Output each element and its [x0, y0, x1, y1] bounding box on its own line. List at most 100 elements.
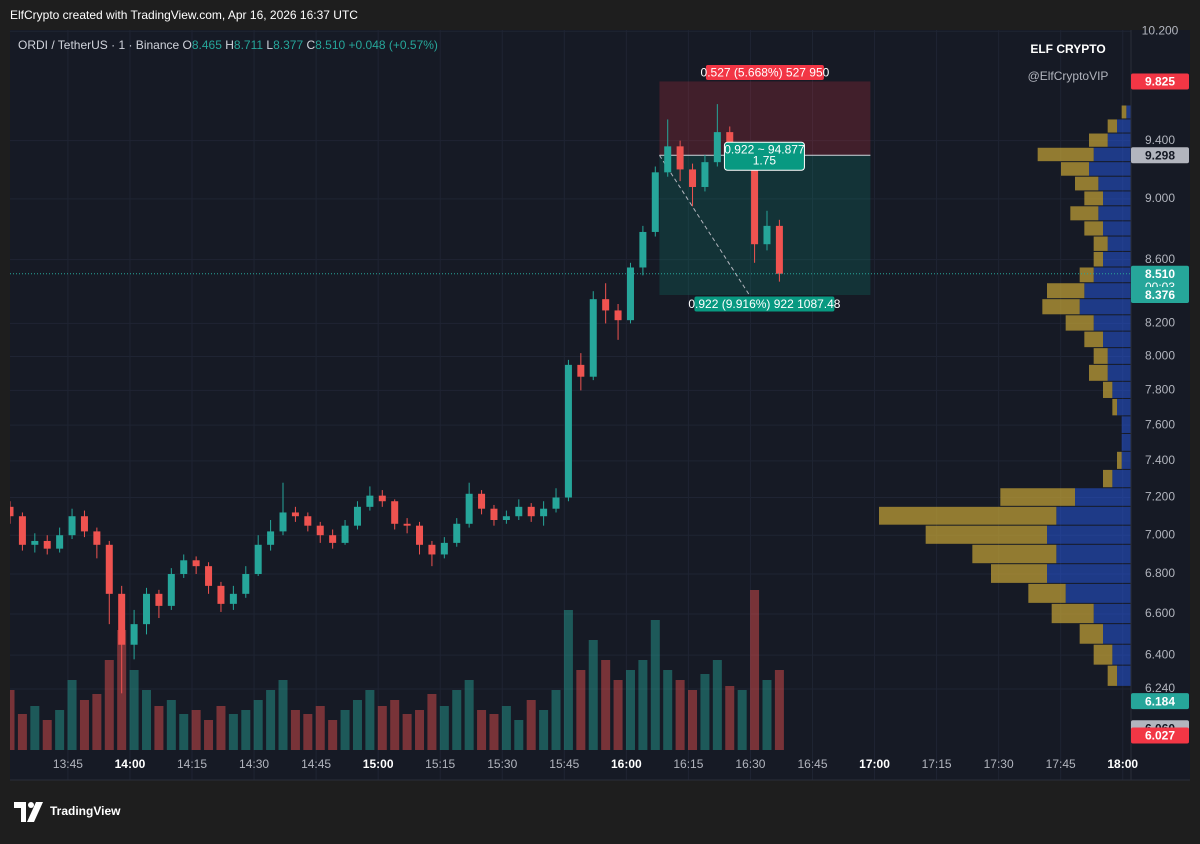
volume-bar [712, 660, 722, 750]
candle-body [180, 560, 188, 575]
profile-blue [1075, 488, 1131, 506]
legend-value: 8.465 [192, 38, 222, 52]
profile-blue [1121, 416, 1131, 433]
candle-body [10, 506, 14, 517]
volume-bar [625, 670, 635, 750]
x-tick-label: 14:30 [239, 757, 269, 771]
volume-bar [179, 714, 189, 750]
candle-body [564, 364, 572, 498]
candle-body [267, 531, 275, 545]
volume-bar [650, 620, 660, 750]
watermark-title: ELF CRYPTO [1030, 42, 1105, 56]
profile-yellow [1107, 119, 1117, 133]
profile-yellow [1070, 206, 1099, 221]
candle-body [242, 574, 250, 594]
profile-yellow [1061, 162, 1089, 176]
price-badge [1131, 287, 1189, 304]
profile-blue [1103, 624, 1131, 644]
profile-yellow [1093, 251, 1103, 267]
volume-bar [17, 714, 27, 750]
candle-body [353, 506, 361, 526]
position-label-box [694, 296, 835, 312]
position-label: 0.922 (9.916%) 922 1087.48 [688, 297, 840, 311]
volume-bar [439, 706, 449, 750]
x-tick-label: 15:45 [549, 757, 579, 771]
y-tick-label: 8.000 [1145, 349, 1175, 363]
position-label: 0.922 ~ 94.877 [724, 142, 805, 156]
profile-blue [1112, 644, 1131, 665]
profile-blue [1117, 119, 1131, 133]
y-tick-label: 7.600 [1145, 417, 1175, 431]
profile-blue [1098, 206, 1131, 221]
volume-bar [774, 670, 784, 750]
candle-body [366, 495, 374, 507]
candle-body [676, 146, 684, 170]
candle-body [18, 516, 26, 545]
profile-blue [1079, 299, 1131, 315]
volume-bar [464, 680, 474, 750]
candle-body [31, 540, 39, 545]
candle-body [490, 508, 498, 520]
volume-bar [514, 720, 524, 750]
volume-bar [315, 706, 325, 750]
x-tick-label: 17:15 [922, 757, 952, 771]
profile-yellow [1107, 665, 1117, 686]
profile-yellow [1065, 315, 1094, 331]
profile-blue [1098, 176, 1131, 191]
profile-blue [1065, 583, 1131, 603]
profile-blue [1112, 381, 1131, 398]
profile-yellow [1051, 603, 1094, 624]
candle-body [229, 593, 237, 604]
candle-body [192, 560, 200, 567]
profile-yellow [1089, 364, 1108, 381]
candle-body [515, 506, 523, 517]
x-tick-label: 13:45 [53, 757, 83, 771]
y-tick-label: 6.240 [1145, 681, 1175, 695]
volume-bar [55, 710, 65, 750]
profile-blue [1093, 315, 1131, 331]
profile-yellow [1079, 267, 1094, 283]
legend-value: 8.510 [315, 38, 345, 52]
candle-body [763, 225, 771, 245]
profile-yellow [1117, 451, 1122, 469]
x-tick-label: 14:45 [301, 757, 331, 771]
profile-blue [1103, 331, 1131, 348]
legend-key: H [225, 38, 234, 52]
profile-blue [1056, 506, 1131, 525]
volume-bar [638, 660, 648, 750]
volume-bar [253, 700, 263, 750]
volume-bar [92, 694, 102, 750]
volume-bar [563, 610, 573, 750]
y-tick-label: 6.600 [1145, 606, 1175, 620]
profile-yellow [1093, 236, 1108, 251]
volume-bar [228, 714, 238, 750]
profile-yellow [1103, 469, 1113, 488]
volume-bar [675, 680, 685, 750]
profile-blue [1056, 544, 1131, 564]
candle-body [453, 523, 461, 543]
volume-bar [67, 680, 77, 750]
position-label: 1.75 [753, 153, 777, 167]
x-tick-label: 15:30 [487, 757, 517, 771]
candle-body [540, 508, 548, 517]
volume-bar [142, 690, 152, 750]
volume-bar [377, 706, 387, 750]
profile-blue [1093, 147, 1131, 162]
candle-body [341, 525, 349, 543]
volume-bar [477, 710, 487, 750]
volume-bar [402, 714, 412, 750]
volume-bar [390, 700, 400, 750]
y-tick-label: 8.200 [1145, 316, 1175, 330]
price-badge-label: 8.510 [1145, 267, 1175, 281]
profile-yellow [1093, 348, 1108, 364]
candle-body [428, 544, 436, 555]
volume-bar [104, 660, 114, 750]
profile-blue [1112, 469, 1131, 488]
profile-blue [1103, 191, 1131, 206]
x-tick-label: 17:45 [1046, 757, 1076, 771]
profile-blue [1084, 283, 1131, 299]
volume-bar [266, 690, 276, 750]
position-label-box [705, 64, 824, 80]
legend-key: O [183, 38, 192, 52]
